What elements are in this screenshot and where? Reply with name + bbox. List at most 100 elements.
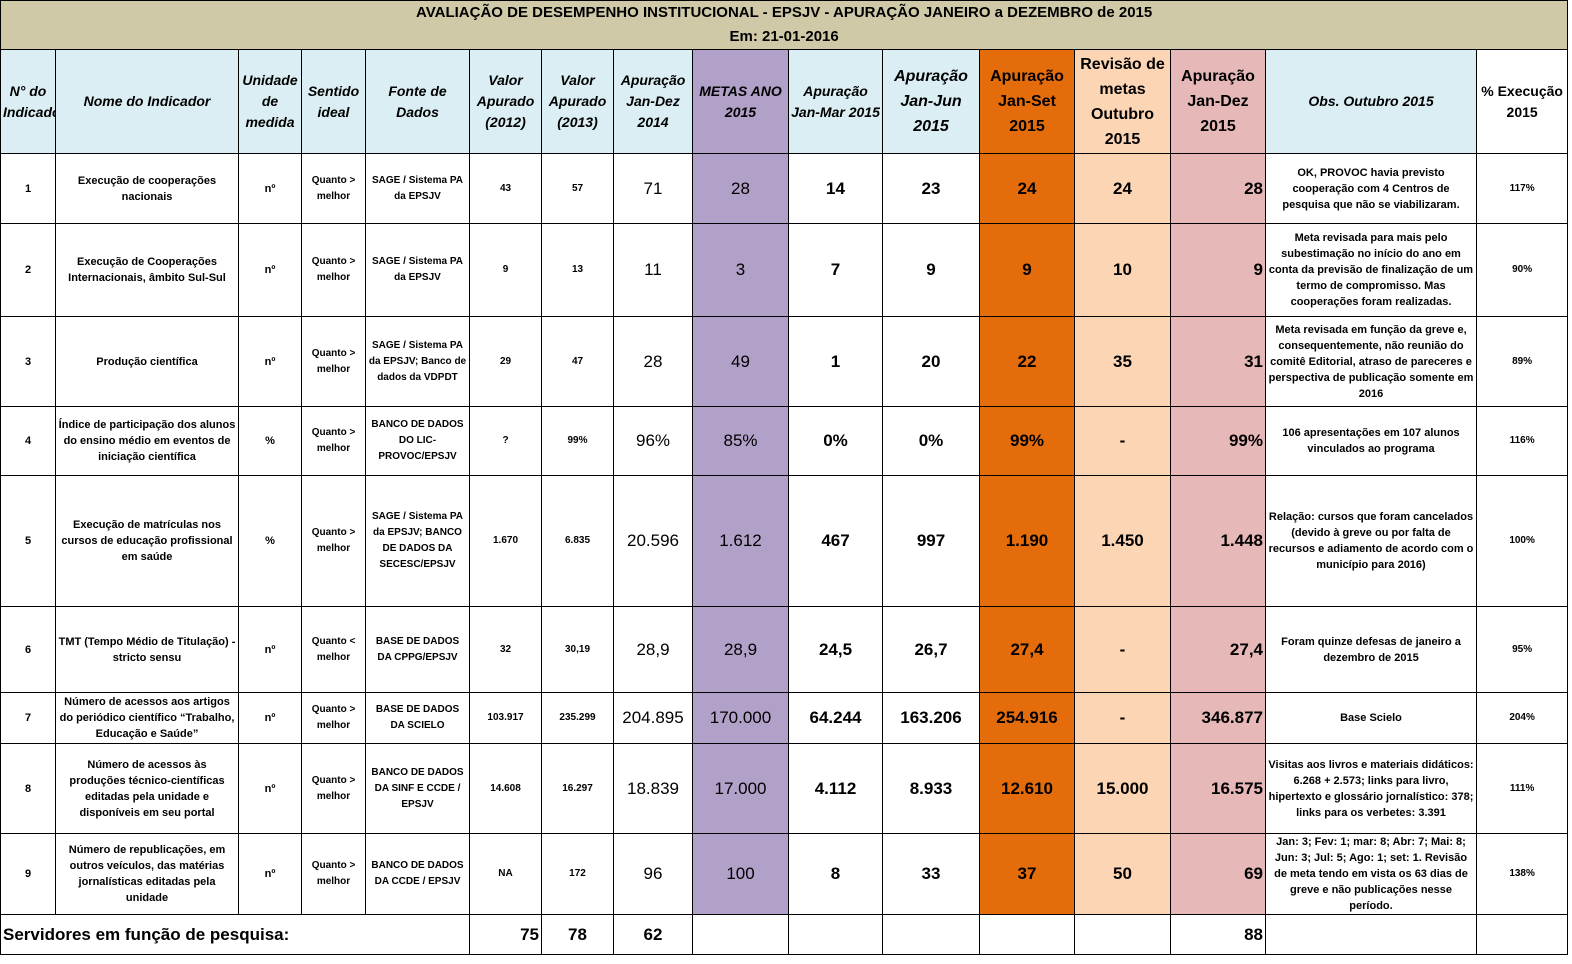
value-jan-mar: 467 bbox=[788, 475, 883, 607]
row-number: 6 bbox=[0, 606, 56, 693]
table-row: 3 Produção científica nº Quanto > melhor SAG… bbox=[0, 316, 1569, 407]
value-jan-dez: 1.448 bbox=[1170, 475, 1266, 607]
value-jan-dez: 9 bbox=[1170, 223, 1266, 317]
header-janset: Apuração Jan-Set 2015 bbox=[979, 49, 1075, 154]
header-v2012: Valor Apurado (2012) bbox=[469, 49, 542, 154]
value-jan-dez: 31 bbox=[1170, 316, 1266, 407]
value-2012: 29 bbox=[469, 316, 542, 407]
observation: Meta revisada para mais pelo subestimaçã… bbox=[1265, 223, 1477, 317]
value-jan-jun: 20 bbox=[882, 316, 980, 407]
observation: OK, PROVOC havia previsto cooperação com… bbox=[1265, 153, 1477, 224]
value-jan-jun: 0% bbox=[882, 406, 980, 476]
observation: Base Scielo bbox=[1265, 692, 1477, 744]
value-2013: 13 bbox=[541, 223, 614, 317]
unit: % bbox=[238, 475, 302, 607]
execution-pct: 117% bbox=[1475, 153, 1569, 224]
footer-empty bbox=[979, 914, 1075, 955]
footer-ap2014: 62 bbox=[613, 914, 693, 955]
target-revision: 24 bbox=[1074, 153, 1171, 224]
value-jan-mar: 4.112 bbox=[788, 743, 883, 834]
footer-empty bbox=[788, 914, 883, 955]
value-2012: 14.608 bbox=[469, 743, 542, 834]
indicator-name: Execução de Cooperações Internacionais, … bbox=[55, 223, 239, 317]
direction: Quanto > melhor bbox=[301, 316, 366, 407]
observation: 106 apresentações em 107 alunos vinculad… bbox=[1265, 406, 1477, 476]
indicator-name: Produção científica bbox=[55, 316, 239, 407]
value-jan-jun: 8.933 bbox=[882, 743, 980, 834]
row-number: 2 bbox=[0, 223, 56, 317]
header-obs: Obs. Outubro 2015 bbox=[1265, 49, 1477, 154]
unit: % bbox=[238, 406, 302, 476]
observation: Relação: cursos que foram cancelados (de… bbox=[1265, 475, 1477, 607]
row-number: 5 bbox=[0, 475, 56, 607]
value-2014: 28 bbox=[613, 316, 693, 407]
value-2012: 9 bbox=[469, 223, 542, 317]
table-row: 8 Número de acessos às produções técnico-… bbox=[0, 743, 1569, 834]
data-source: BANCO DE DADOS DA SINF E CCDE / EPSJV bbox=[365, 743, 470, 834]
execution-pct: 116% bbox=[1475, 406, 1569, 476]
footer-empty bbox=[1475, 914, 1569, 955]
execution-pct: 95% bbox=[1475, 606, 1569, 693]
target-2015: 28,9 bbox=[692, 606, 789, 693]
indicator-name: Número de acessos aos artigos do periódi… bbox=[55, 692, 239, 744]
execution-pct: 89% bbox=[1475, 316, 1569, 407]
data-source: BASE DE DADOS DA SCIELO bbox=[365, 692, 470, 744]
header-revisao: Revisão de metas Outubro 2015 bbox=[1074, 49, 1171, 154]
value-jan-mar: 1 bbox=[788, 316, 883, 407]
value-jan-set: 99% bbox=[979, 406, 1075, 476]
row-number: 4 bbox=[0, 406, 56, 476]
target-revision: 10 bbox=[1074, 223, 1171, 317]
target-2015: 170.000 bbox=[692, 692, 789, 744]
value-2013: 172 bbox=[541, 833, 614, 915]
target-2015: 49 bbox=[692, 316, 789, 407]
target-2015: 85% bbox=[692, 406, 789, 476]
indicator-name: Execução de matrículas nos cursos de edu… bbox=[55, 475, 239, 607]
value-2012: 32 bbox=[469, 606, 542, 693]
direction: Quanto > melhor bbox=[301, 833, 366, 915]
unit: nº bbox=[238, 833, 302, 915]
execution-pct: 90% bbox=[1475, 223, 1569, 317]
row-number: 7 bbox=[0, 692, 56, 744]
footer-v2012: 75 bbox=[469, 914, 542, 955]
value-2014: 71 bbox=[613, 153, 693, 224]
target-revision: 35 bbox=[1074, 316, 1171, 407]
value-2014: 96 bbox=[613, 833, 693, 915]
header-row: N° do Indicador Nome do Indicador Unidad… bbox=[0, 49, 1569, 154]
footer-empty bbox=[882, 914, 980, 955]
target-2015: 1.612 bbox=[692, 475, 789, 607]
observation: Foram quinze defesas de janeiro a dezemb… bbox=[1265, 606, 1477, 693]
header-jandez: Apuração Jan-Dez 2015 bbox=[1170, 49, 1266, 154]
value-jan-jun: 997 bbox=[882, 475, 980, 607]
value-2013: 99% bbox=[541, 406, 614, 476]
observation: Visitas aos livros e materiais didáticos… bbox=[1265, 743, 1477, 834]
value-jan-set: 24 bbox=[979, 153, 1075, 224]
value-jan-set: 37 bbox=[979, 833, 1075, 915]
footer-empty bbox=[1074, 914, 1171, 955]
report-title: AVALIAÇÃO DE DESEMPENHO INSTITUCIONAL - … bbox=[0, 0, 1569, 25]
row-number: 8 bbox=[0, 743, 56, 834]
value-2012: NA bbox=[469, 833, 542, 915]
header-execucao: % Execução 2015 bbox=[1475, 49, 1569, 154]
value-2014: 20.596 bbox=[613, 475, 693, 607]
unit: nº bbox=[238, 153, 302, 224]
table-row: 7 Número de acessos aos artigos do periód… bbox=[0, 692, 1569, 744]
data-source: SAGE / Sistema PA da EPSJV bbox=[365, 223, 470, 317]
table-row: 5 Execução de matrículas nos cursos de ed… bbox=[0, 475, 1569, 607]
table-body: 1 Execução de cooperações nacionais nº Quan… bbox=[0, 153, 1569, 915]
data-source: BANCO DE DADOS DO LIC-PROVOC/EPSJV bbox=[365, 406, 470, 476]
unit: nº bbox=[238, 692, 302, 744]
target-revision: 15.000 bbox=[1074, 743, 1171, 834]
header-ap2014: Apuração Jan-Dez 2014 bbox=[613, 49, 693, 154]
unit: nº bbox=[238, 743, 302, 834]
value-jan-dez: 99% bbox=[1170, 406, 1266, 476]
value-jan-dez: 27,4 bbox=[1170, 606, 1266, 693]
row-number: 1 bbox=[0, 153, 56, 224]
table-row: 6 TMT (Tempo Médio de Titulação) - strict… bbox=[0, 606, 1569, 693]
value-2012: 1.670 bbox=[469, 475, 542, 607]
footer-empty bbox=[1265, 914, 1477, 955]
value-jan-mar: 0% bbox=[788, 406, 883, 476]
execution-pct: 204% bbox=[1475, 692, 1569, 744]
value-2013: 30,19 bbox=[541, 606, 614, 693]
value-2013: 16.297 bbox=[541, 743, 614, 834]
